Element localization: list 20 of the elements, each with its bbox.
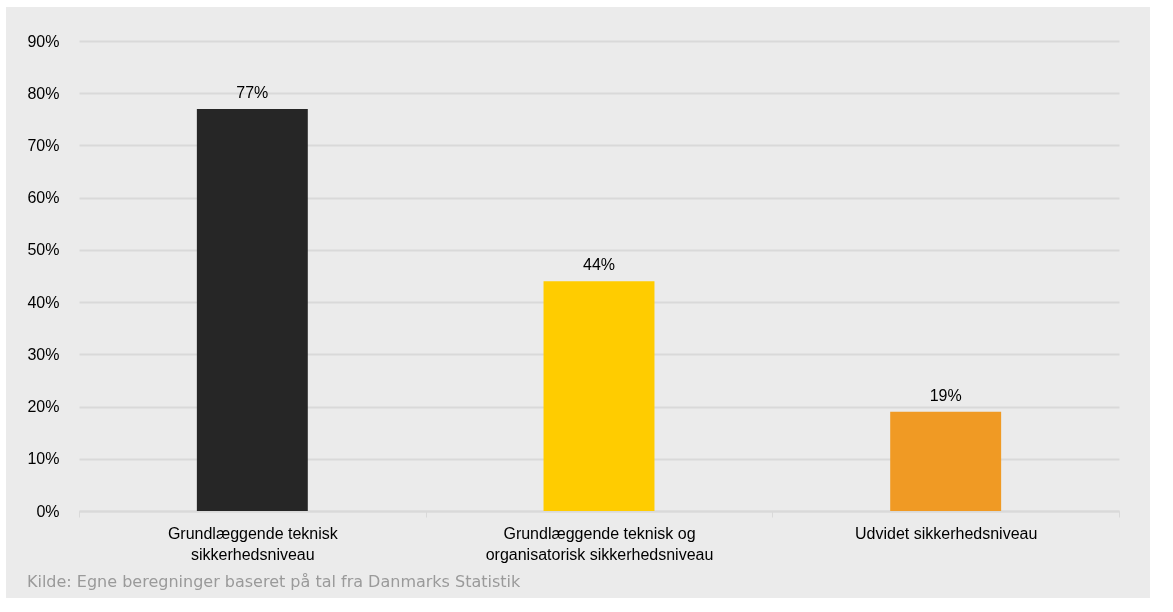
y-tick-label: 10% (27, 450, 60, 468)
x-tick-label: Udvidet sikkerhedsniveau (855, 524, 1038, 542)
y-tick-label: 90% (27, 32, 60, 50)
bar (543, 281, 655, 511)
data-label: 19% (929, 386, 962, 404)
data-label: 44% (582, 256, 616, 274)
bar (890, 411, 1002, 511)
bar (196, 108, 308, 511)
y-tick-label: 30% (27, 345, 60, 363)
y-tick-label: 60% (27, 189, 60, 207)
data-label: 77% (236, 83, 269, 101)
x-tick-label: Grundlæggende teknisk og organisatorisk sikkerhedsniveau (485, 524, 714, 563)
y-tick-label: 0% (36, 502, 60, 520)
y-tick-label: 20% (27, 398, 60, 416)
y-tick-label: 40% (27, 293, 60, 311)
y-tick-label: 80% (27, 84, 60, 102)
text: Kilde: Egne beregninger baseret på tal fra Danmarks Statistik (26, 572, 522, 591)
x-tick-label: Grundlæggende teknisk sikkerhedsniveau (167, 524, 339, 563)
y-tick-label: 50% (27, 241, 60, 259)
y-tick-label: 70% (27, 136, 60, 154)
